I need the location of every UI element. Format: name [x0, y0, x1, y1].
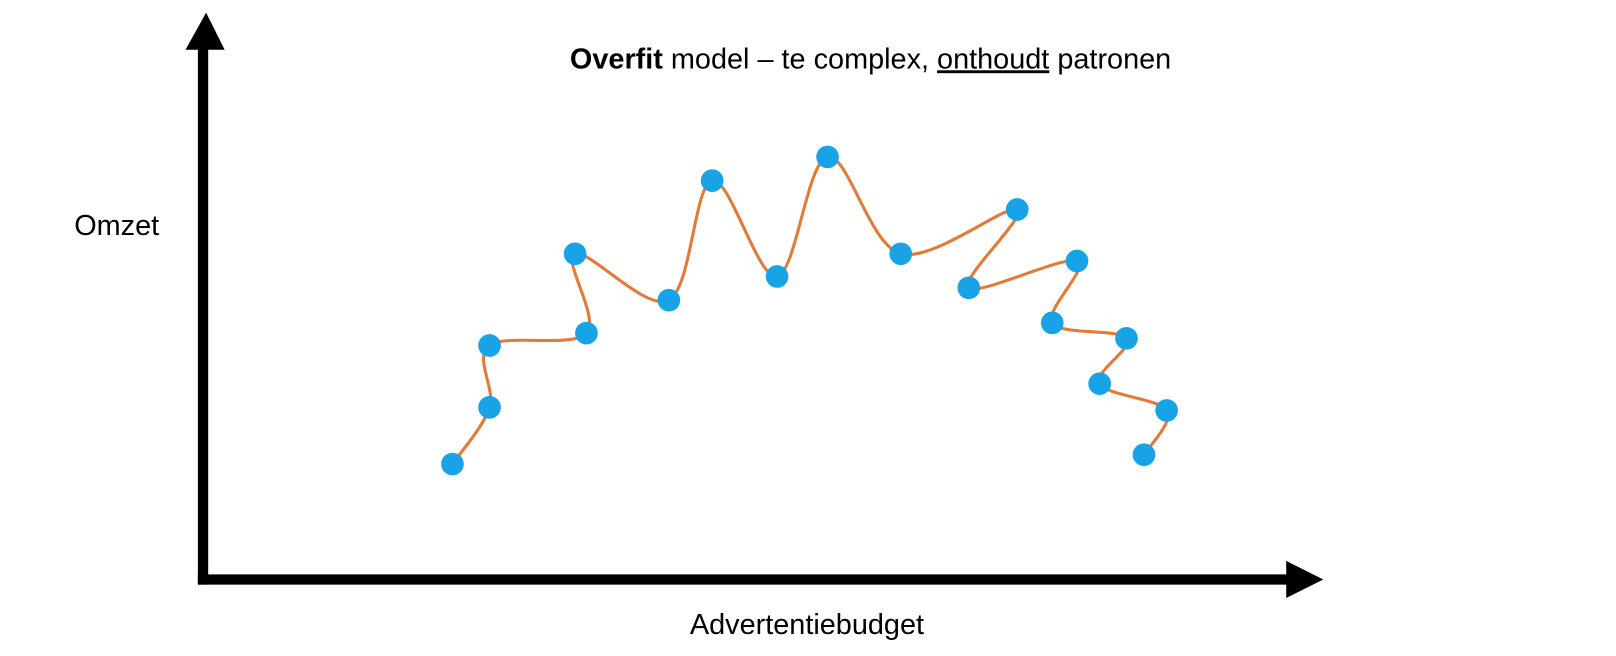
point [657, 288, 681, 312]
point [957, 276, 981, 300]
title-text: patronen [1057, 43, 1171, 75]
point [816, 145, 839, 169]
y-axis-label: Omzet [74, 210, 159, 242]
point [563, 242, 587, 266]
title: Overfit model – te complex, onthoudt pat… [570, 43, 1171, 75]
point [1132, 443, 1156, 467]
title-underlined: onthoudt [937, 43, 1049, 75]
point [1040, 311, 1064, 335]
y-arrowhead [185, 12, 225, 50]
title-bold: Overfit [570, 43, 663, 75]
point [575, 321, 598, 345]
point [889, 242, 913, 266]
x-axis-label: Advertentiebudget [690, 609, 924, 641]
point [441, 452, 464, 476]
point [478, 396, 501, 419]
title-text: model – te complex, [671, 43, 929, 75]
point [1065, 249, 1089, 273]
point [1088, 372, 1111, 395]
point [1155, 399, 1178, 422]
point [1115, 326, 1138, 350]
data-points [441, 145, 1178, 476]
point [478, 334, 501, 357]
point [700, 169, 724, 192]
point [765, 265, 789, 288]
x-arrowhead [1286, 560, 1324, 599]
point [1005, 198, 1029, 221]
